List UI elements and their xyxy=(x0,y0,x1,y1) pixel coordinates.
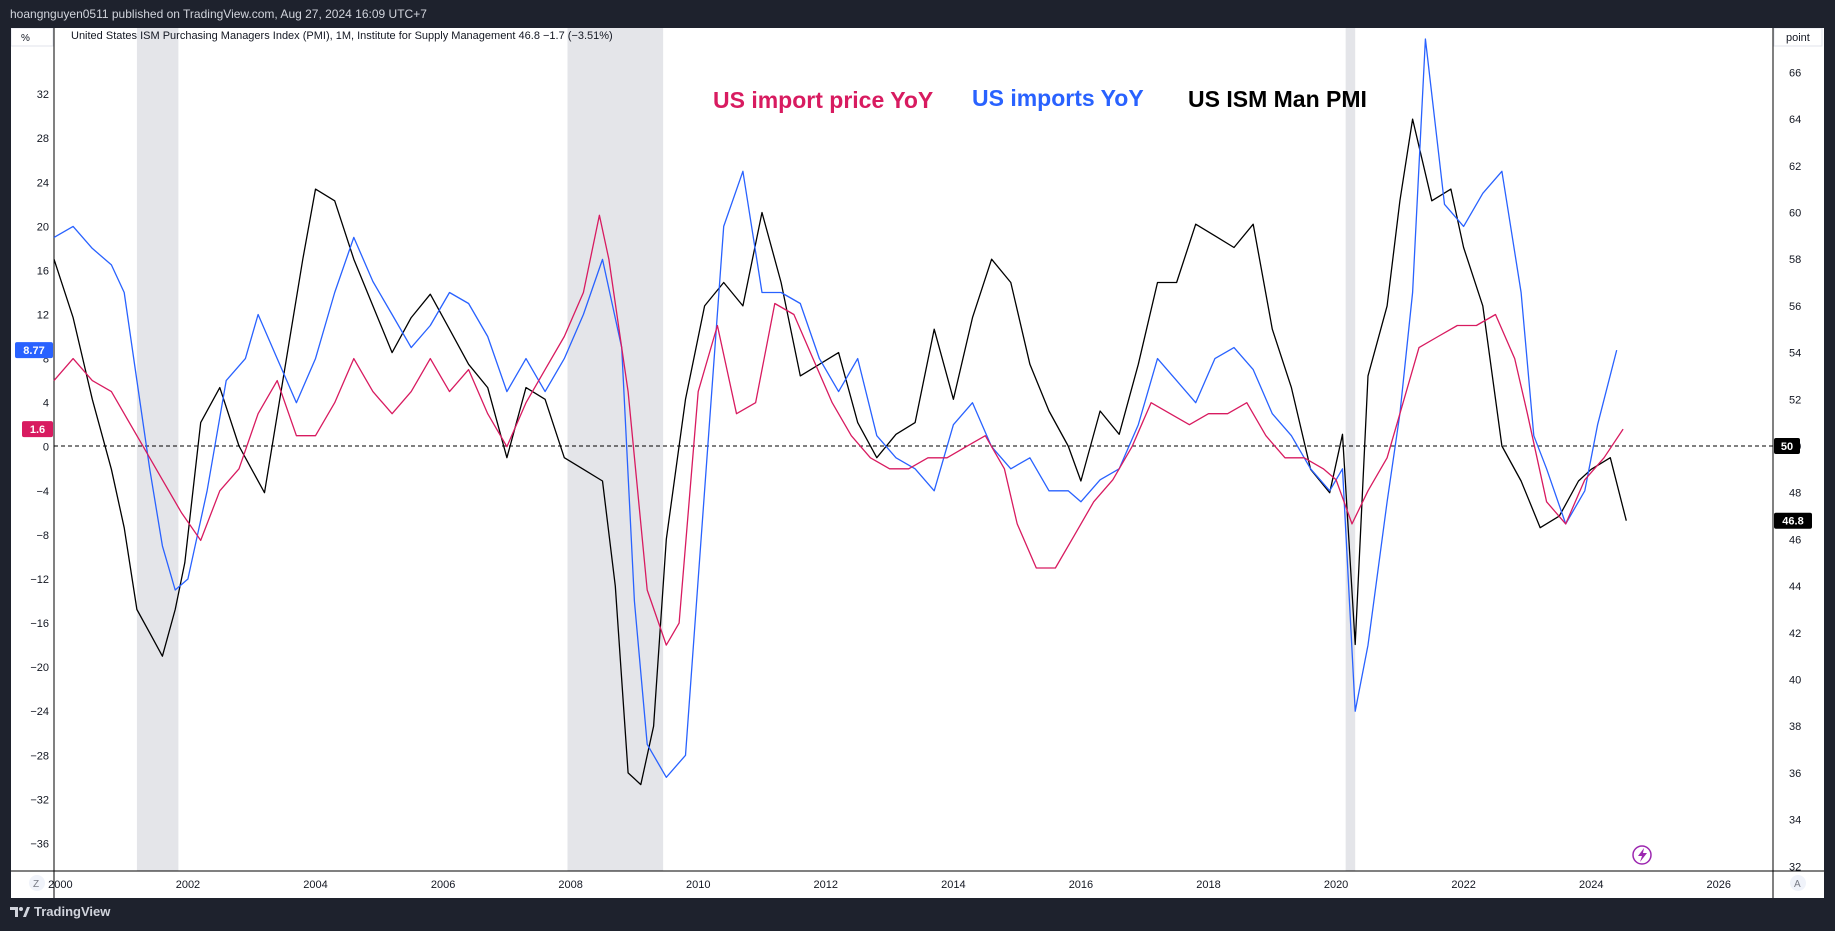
left-tick-label: −36 xyxy=(30,838,49,850)
auto-scale-button[interactable]: A xyxy=(1794,879,1801,890)
publish-info-bar: hoangnguyen0511 published on TradingView… xyxy=(0,0,1835,28)
right-axis-ticks: 666462605856545250484644424038363432 xyxy=(1789,67,1801,873)
right-tick-label: 32 xyxy=(1789,861,1801,873)
right-tick-label: 36 xyxy=(1789,768,1801,780)
log-scale-button[interactable]: Z xyxy=(33,879,39,890)
time-tick-label: 2020 xyxy=(1324,879,1348,891)
left-tick-label: 12 xyxy=(37,310,49,322)
recession-band xyxy=(567,28,664,871)
left-tick-label: −20 xyxy=(30,662,49,674)
reference-value-badge: 50 xyxy=(1774,437,1800,454)
series-line-import-price xyxy=(53,214,1624,646)
time-axis-ticks: 2000 2002 2004 2006 2008 2010 2012 2014 2016 2018… xyxy=(48,879,1731,891)
time-tick-label: 2010 xyxy=(686,879,710,891)
right-tick-label: 40 xyxy=(1789,675,1801,687)
right-tick-label: 64 xyxy=(1789,114,1801,126)
right-unit-button[interactable]: point xyxy=(1786,32,1810,44)
right-tick-label: 48 xyxy=(1789,488,1801,500)
right-tick-label: 34 xyxy=(1789,815,1801,827)
right-tick-label: 38 xyxy=(1789,721,1801,733)
time-tick-label: 2024 xyxy=(1579,879,1603,891)
time-tick-label: 2016 xyxy=(1069,879,1093,891)
left-tick-label: −28 xyxy=(30,750,49,762)
time-tick-label: 2004 xyxy=(303,879,327,891)
time-tick-label: 2012 xyxy=(814,879,838,891)
right-tick-label: 60 xyxy=(1789,207,1801,219)
log-scale-button-bg[interactable] xyxy=(29,875,45,891)
series-layer xyxy=(53,38,1627,786)
left-tick-label: 0 xyxy=(43,442,49,454)
left-tick-label: −8 xyxy=(36,530,49,542)
left-tick-label: 8 xyxy=(43,354,49,366)
left-unit-button-bg[interactable] xyxy=(10,27,54,47)
last-value-labels: 50 8.77 1.6 46.8 xyxy=(15,342,1812,529)
series-line-imports xyxy=(53,38,1618,778)
recession-band xyxy=(1345,28,1356,871)
time-tick-label: 2014 xyxy=(941,879,965,891)
time-tick-label: 2008 xyxy=(558,879,582,891)
time-tick-label: 2006 xyxy=(431,879,455,891)
tradingview-brand[interactable]: TradingView xyxy=(10,904,110,919)
series-line-pmi xyxy=(53,118,1627,786)
annotation-imports: US imports YoY xyxy=(972,85,1144,111)
right-tick-label: 46 xyxy=(1789,534,1801,546)
right-unit-button-bg[interactable] xyxy=(1773,27,1823,47)
last-value-label: 8.77 xyxy=(23,345,44,357)
auto-scale-button-bg[interactable] xyxy=(1790,875,1806,891)
left-tick-label: 16 xyxy=(37,265,49,277)
annotation-ism-pmi: US ISM Man PMI xyxy=(1188,86,1367,112)
left-tick-label: 24 xyxy=(37,177,49,189)
recession-band xyxy=(136,28,179,871)
tradingview-logo-icon xyxy=(10,906,30,917)
left-tick-label: 32 xyxy=(37,89,49,101)
last-value-badge: 46.8 xyxy=(1774,512,1812,529)
brand-label: TradingView xyxy=(34,904,111,919)
recession-shading xyxy=(136,28,1356,871)
left-tick-label: −4 xyxy=(36,486,49,498)
footer-bar: TradingView xyxy=(0,898,1835,931)
left-unit-button[interactable]: % xyxy=(21,33,30,44)
reference-value-label: 50 xyxy=(1781,441,1793,453)
time-tick-label: 2018 xyxy=(1196,879,1220,891)
chart-canvas[interactable]: United States ISM Purchasing Managers In… xyxy=(10,27,1824,898)
left-tick-label: 20 xyxy=(37,221,49,233)
right-tick-label: 42 xyxy=(1789,628,1801,640)
last-value-badge: 1.6 xyxy=(22,421,53,438)
chart-frame[interactable]: United States ISM Purchasing Managers In… xyxy=(10,27,1824,898)
right-tick-label: 58 xyxy=(1789,254,1801,266)
publisher-line: hoangnguyen0511 published on TradingView… xyxy=(10,7,427,21)
right-tick-label: 62 xyxy=(1789,161,1801,173)
right-tick-label: 56 xyxy=(1789,301,1801,313)
time-tick-label: 2000 xyxy=(48,879,72,891)
left-tick-label: −24 xyxy=(30,706,49,718)
last-value-label: 46.8 xyxy=(1782,516,1803,528)
left-axis-ticks: 32 28 24 20 16 12 8 4 0 −4 −8 −12 −16 −20 −24 −28 −32 −36 xyxy=(30,89,49,850)
right-tick-label: 54 xyxy=(1789,348,1801,360)
time-tick-label: 2022 xyxy=(1451,879,1475,891)
time-tick-label: 2026 xyxy=(1707,879,1731,891)
right-tick-label: 44 xyxy=(1789,581,1801,593)
right-tick-label: 66 xyxy=(1789,67,1801,79)
last-value-badge: 8.77 xyxy=(15,342,53,359)
last-value-label: 1.6 xyxy=(30,424,45,436)
time-tick-label: 2002 xyxy=(176,879,200,891)
left-tick-label: −12 xyxy=(30,574,49,586)
left-tick-label: 28 xyxy=(37,133,49,145)
lightning-icon[interactable] xyxy=(1632,845,1652,865)
left-tick-label: 4 xyxy=(43,398,49,410)
left-tick-label: −32 xyxy=(30,794,49,806)
annotation-import-price: US import price YoY xyxy=(713,87,933,113)
right-tick-label: 52 xyxy=(1789,394,1801,406)
left-tick-label: −16 xyxy=(30,618,49,630)
legend-line[interactable]: United States ISM Purchasing Managers In… xyxy=(71,30,613,42)
